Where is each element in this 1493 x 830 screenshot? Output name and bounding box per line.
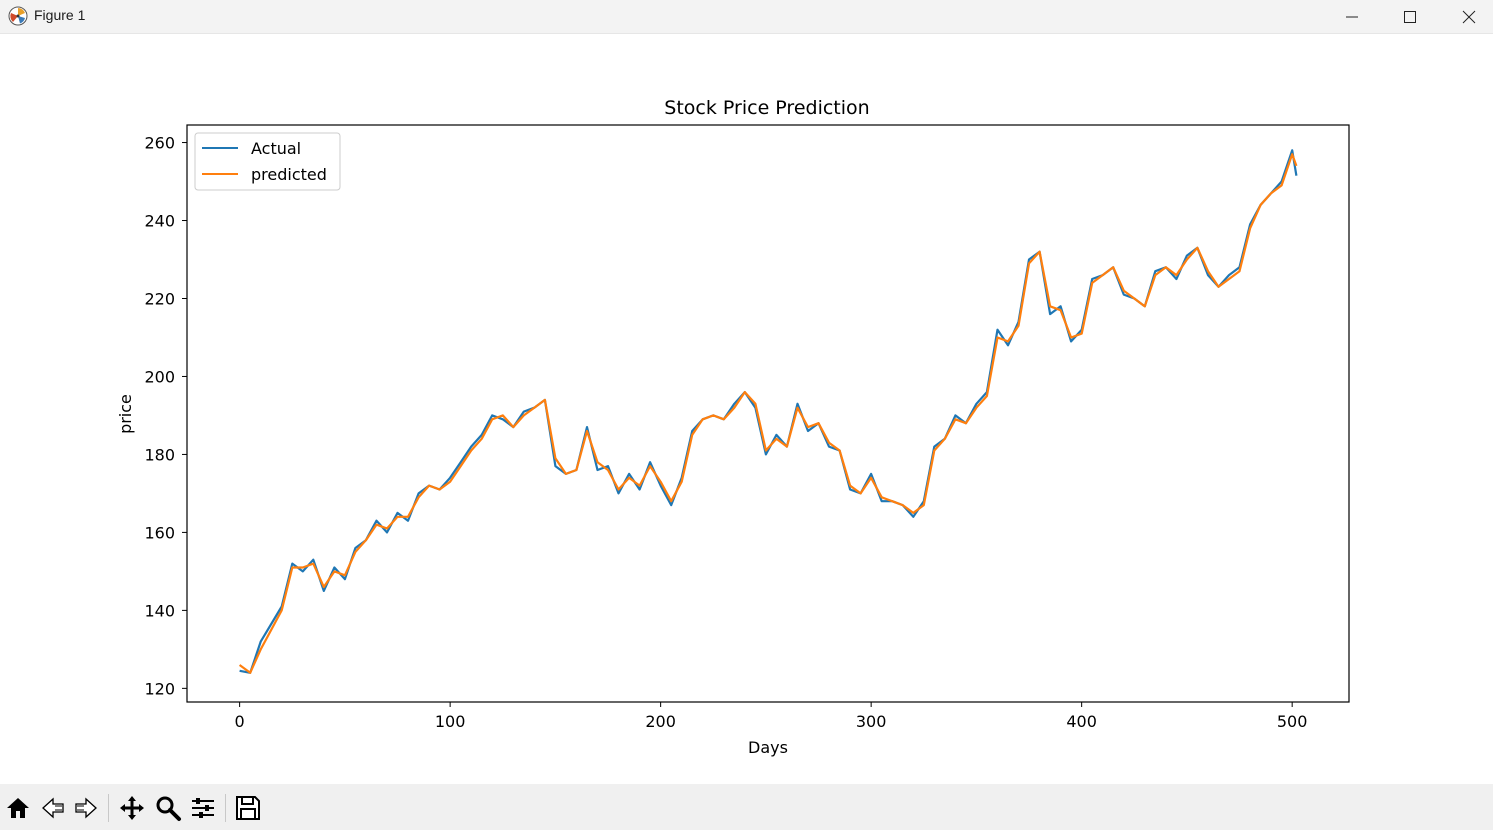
y-tick-label: 260 [144,134,175,153]
y-tick-label: 220 [144,289,175,308]
minimize-button[interactable] [1323,0,1381,33]
y-tick-label: 200 [144,367,175,386]
plot-frame [186,124,1350,703]
home-button[interactable] [2,792,34,824]
home-icon [7,798,29,818]
y-tick-label: 180 [144,445,175,464]
y-tick-label: 160 [144,523,175,542]
series-layer [238,149,1298,674]
maximize-icon [1404,10,1416,23]
zoom-icon [156,796,181,821]
title-bar: Figure 1 [0,0,1493,34]
pan-icon [120,796,144,820]
x-tick-label: 300 [856,712,887,731]
y-tick-label: 120 [144,679,175,698]
zoom-button[interactable] [152,792,184,824]
ticks-layer: 0 100 200 300 400 500 120 140 160 180 200 220 240 260 [144,134,1307,731]
legend-label-predicted: predicted [251,165,327,184]
close-icon [1462,10,1476,23]
y-tick-label: 140 [144,601,175,620]
line-chart: Stock Price Prediction 0 100 200 300 400 500 1… [116,97,1350,757]
chart-title: Stock Price Prediction [664,97,869,119]
x-tick-label: 400 [1066,712,1097,731]
y-axis-label: price [116,394,135,434]
matplotlib-app-icon [8,6,28,26]
pan-button[interactable] [116,792,148,824]
navigation-toolbar [0,784,1493,830]
legend: Actual predicted [194,132,341,191]
x-axis-label: Days [748,738,788,757]
save-icon [236,796,260,820]
x-tick-label: 0 [235,712,245,731]
legend-label-actual: Actual [251,139,301,158]
toolbar-separator [108,794,109,822]
back-icon [42,797,64,819]
x-tick-label: 500 [1277,712,1308,731]
figure-canvas[interactable]: Stock Price Prediction 0 100 200 300 400 500 1… [0,34,1493,784]
x-tick-label: 200 [645,712,676,731]
series-line-actual [239,149,1298,674]
y-tick-label: 240 [144,212,175,231]
minimize-icon [1346,16,1358,17]
close-button[interactable] [1440,0,1493,33]
back-button[interactable] [37,792,69,824]
configure-subplots-button[interactable] [187,792,219,824]
configure-subplots-icon [192,798,214,818]
series-line-predicted [238,153,1298,674]
forward-button[interactable] [70,792,102,824]
maximize-button[interactable] [1381,0,1439,33]
window-title: Figure 1 [34,7,86,23]
forward-icon [75,797,97,819]
toolbar-separator [225,794,226,822]
x-tick-label: 100 [435,712,466,731]
save-button[interactable] [232,792,264,824]
